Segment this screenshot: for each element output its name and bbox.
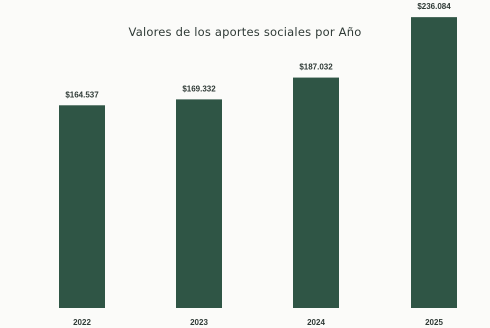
data-label-2022: $164.537 <box>65 90 99 99</box>
data-label-2024: $187.032 <box>299 63 333 72</box>
bar-2022 <box>59 105 105 309</box>
category-label-2023: 2023 <box>190 318 208 327</box>
bar-2024 <box>293 77 339 309</box>
chart-title: Valores de los aportes sociales por Año <box>128 25 362 39</box>
data-label-2023: $169.332 <box>182 84 216 93</box>
category-label-2022: 2022 <box>73 318 91 327</box>
category-label-2025: 2025 <box>425 318 443 327</box>
data-label-2025: $236.084 <box>417 2 451 11</box>
category-label-2024: 2024 <box>307 318 325 327</box>
bar-2023 <box>176 99 222 309</box>
bar-2025 <box>411 17 457 309</box>
